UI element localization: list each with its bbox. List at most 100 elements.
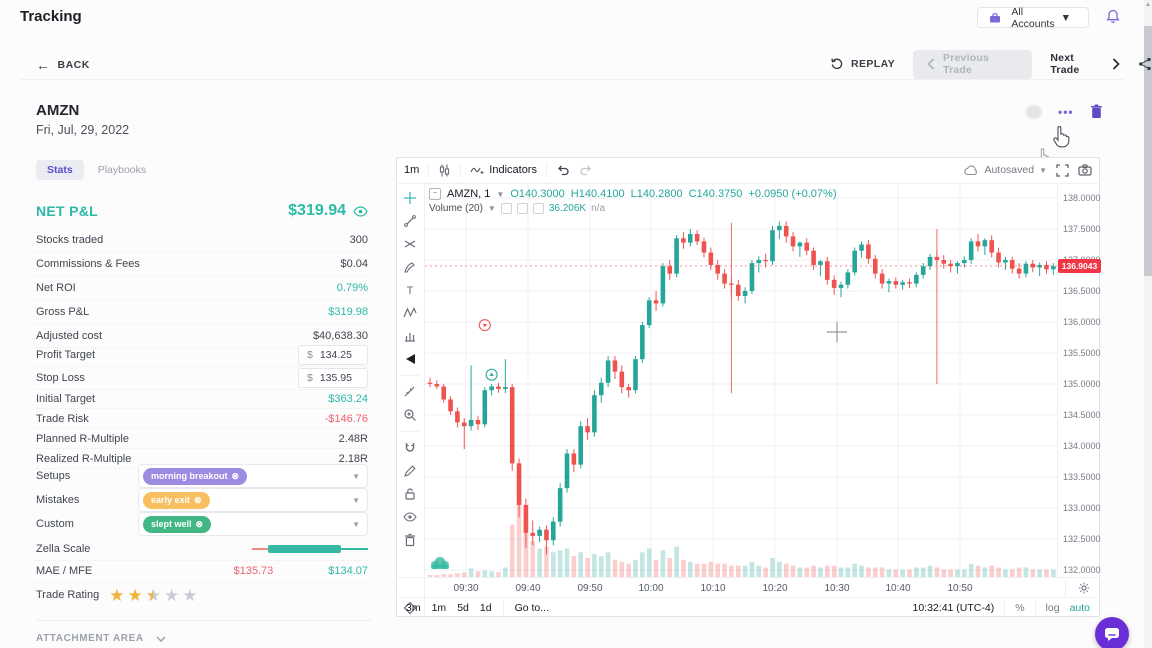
auto-scale-button[interactable]: auto bbox=[1069, 601, 1090, 614]
interval-button[interactable]: 1m bbox=[404, 164, 420, 176]
divider bbox=[20, 79, 1124, 80]
scrollbar-up-arrow[interactable]: ▲ bbox=[1145, 2, 1151, 8]
trade-rating-row: Trade Rating ★★★★★★ bbox=[36, 585, 198, 605]
indicators-button[interactable]: Indicators bbox=[470, 164, 537, 176]
star-icon[interactable]: ★ bbox=[163, 585, 180, 605]
previous-trade-button[interactable]: Previous Trade bbox=[913, 49, 1033, 79]
replay-button[interactable]: REPLAY bbox=[830, 57, 895, 71]
stat-row: Initial Target $363.24 bbox=[36, 389, 368, 409]
fullscreen-icon[interactable] bbox=[1056, 163, 1069, 177]
ohlc-close: C140.3750 bbox=[688, 188, 743, 200]
remove-indicator-icon[interactable] bbox=[532, 203, 544, 214]
axis-settings-gear-icon[interactable] bbox=[1065, 580, 1090, 598]
price-axis[interactable]: 138.0000137.5000137.0000136.5000136.0000… bbox=[1057, 184, 1101, 577]
more-options-button[interactable]: ••• bbox=[1058, 104, 1074, 119]
time-tick-label: 10:30 bbox=[824, 583, 850, 594]
stats-list-top: Stocks traded 300 Commissions & Fees $0.04 N… bbox=[36, 228, 368, 348]
arrow-tool-icon[interactable] bbox=[402, 351, 418, 367]
text-tool-icon[interactable]: T bbox=[402, 282, 418, 298]
camera-snapshot-icon[interactable] bbox=[1078, 164, 1092, 176]
range-1m[interactable]: 1m bbox=[431, 601, 447, 614]
profit-target-input[interactable]: $ 134.25 bbox=[298, 344, 368, 365]
trend-line-tool-icon[interactable] bbox=[402, 213, 418, 229]
indicator-settings-icon[interactable] bbox=[516, 203, 528, 214]
remove-tag-icon[interactable]: ⊗ bbox=[194, 494, 202, 505]
remove-tag-icon[interactable]: ⊗ bbox=[195, 518, 204, 529]
remove-all-tool-icon[interactable] bbox=[402, 532, 418, 548]
volume-ma-value: n/a bbox=[591, 203, 606, 214]
mistakes-row: Mistakes early exit ⊗ ▼ bbox=[36, 488, 368, 512]
xabcd-pattern-tool-icon[interactable] bbox=[402, 305, 418, 321]
log-scale-button[interactable]: log bbox=[1045, 601, 1060, 614]
candles-style-icon[interactable] bbox=[438, 164, 451, 177]
clock[interactable]: 10:32:41 (UTC-4) bbox=[912, 601, 995, 614]
chart-legend: − AMZN, 1 ▼ O140.3000 H140.4100 L140.280… bbox=[429, 188, 837, 200]
hide-indicator-icon[interactable] bbox=[500, 203, 512, 214]
magnet-tool-icon[interactable] bbox=[402, 440, 418, 456]
range-3m[interactable]: 3m bbox=[406, 601, 421, 614]
custom-row: Custom slept well ⊗ ▼ bbox=[36, 512, 368, 536]
back-button[interactable]: ← BACK bbox=[36, 57, 90, 73]
object-tree-tool-icon[interactable] bbox=[402, 600, 418, 616]
stop-loss-input[interactable]: $ 135.95 bbox=[298, 367, 368, 388]
share-icon[interactable] bbox=[1138, 57, 1152, 71]
remove-tag-icon[interactable]: ⊗ bbox=[231, 470, 240, 481]
zoom-in-tool-icon[interactable] bbox=[402, 407, 418, 423]
collapse-legend-icon[interactable]: − bbox=[429, 188, 441, 200]
page-scrollbar[interactable] bbox=[1144, 0, 1152, 648]
zella-scale-slider[interactable] bbox=[252, 545, 368, 553]
volume-label[interactable]: Volume (20) bbox=[429, 203, 483, 214]
star-icon[interactable]: ★ bbox=[109, 585, 125, 605]
star-icon[interactable]: ★ bbox=[182, 585, 198, 605]
eye-icon[interactable] bbox=[353, 205, 368, 217]
range-5d[interactable]: 5d bbox=[457, 601, 469, 614]
custom-select[interactable]: slept well ⊗ ▼ bbox=[138, 512, 368, 536]
chart-bottom-toolbar: 3m 1m 5d 1d Go to... 10:32:41 (UTC-4) % … bbox=[396, 597, 1100, 617]
forecast-tool-icon[interactable] bbox=[402, 328, 418, 344]
tab-stats[interactable]: Stats bbox=[36, 160, 84, 180]
mistakes-select[interactable]: early exit ⊗ ▼ bbox=[138, 488, 368, 512]
price-tick-label: 135.0000 bbox=[1063, 379, 1101, 389]
delete-trade-icon[interactable] bbox=[1090, 104, 1103, 119]
trade-date: Fri, Jul, 29, 2022 bbox=[36, 123, 130, 137]
price-chart-plot[interactable] bbox=[425, 184, 1057, 577]
attachment-area-toggle[interactable]: ATTACHMENT AREA bbox=[36, 633, 166, 644]
chat-support-button[interactable] bbox=[1095, 617, 1129, 648]
chat-bubble-icon bbox=[1105, 627, 1119, 641]
crosshair-tool-icon[interactable] bbox=[402, 190, 418, 206]
range-1d[interactable]: 1d bbox=[479, 601, 492, 614]
time-axis[interactable]: 09:30 09:40 09:50 10:00 10:10 10:20 10:30 10:40… bbox=[396, 577, 1100, 598]
profit-target-row: Profit Target $ 134.25 bbox=[36, 343, 368, 367]
stop-loss-row: Stop Loss $ 135.95 bbox=[36, 366, 368, 390]
autosave-status[interactable]: Autosaved ▼ bbox=[964, 164, 1047, 176]
custom-tag-pill[interactable]: slept well ⊗ bbox=[143, 515, 212, 533]
accounts-dropdown[interactable]: All Accounts ▼ bbox=[977, 6, 1089, 30]
net-pnl-row: NET P&L $319.94 bbox=[36, 202, 368, 220]
tab-playbooks[interactable]: Playbooks bbox=[97, 164, 147, 176]
mistake-tag-pill[interactable]: early exit ⊗ bbox=[143, 491, 210, 509]
setup-tag-pill[interactable]: morning breakout ⊗ bbox=[143, 467, 248, 485]
star-icon[interactable]: ★★ bbox=[145, 585, 161, 605]
cloud-icon bbox=[964, 164, 979, 176]
price-tick-label: 136.5000 bbox=[1063, 286, 1101, 296]
measure-tool-icon[interactable] bbox=[402, 384, 418, 400]
lock-all-tool-icon[interactable] bbox=[402, 486, 418, 502]
fib-retracement-tool-icon[interactable] bbox=[402, 236, 418, 252]
goto-button[interactable]: Go to... bbox=[514, 601, 549, 614]
star-rating[interactable]: ★★★★★★ bbox=[109, 587, 197, 604]
star-icon[interactable]: ★ bbox=[127, 585, 143, 605]
legend-symbol[interactable]: AMZN, 1 bbox=[447, 188, 491, 200]
setups-select[interactable]: morning breakout ⊗ ▼ bbox=[138, 464, 368, 488]
brush-tool-icon[interactable] bbox=[402, 259, 418, 275]
page-scrollbar-thumb[interactable] bbox=[1144, 26, 1152, 276]
percent-scale-button[interactable]: % bbox=[1015, 601, 1025, 614]
drawing-mode-tool-icon[interactable] bbox=[402, 463, 418, 479]
notifications-bell-icon[interactable] bbox=[1106, 9, 1120, 25]
volume-value: 36.206K bbox=[548, 203, 587, 214]
undo-icon[interactable] bbox=[556, 164, 570, 176]
next-trade-button[interactable]: Next Trade bbox=[1050, 52, 1120, 76]
stat-row: Commissions & Fees $0.04 bbox=[36, 252, 368, 276]
redo-icon[interactable] bbox=[579, 164, 593, 176]
hide-all-tool-icon[interactable] bbox=[402, 509, 418, 525]
